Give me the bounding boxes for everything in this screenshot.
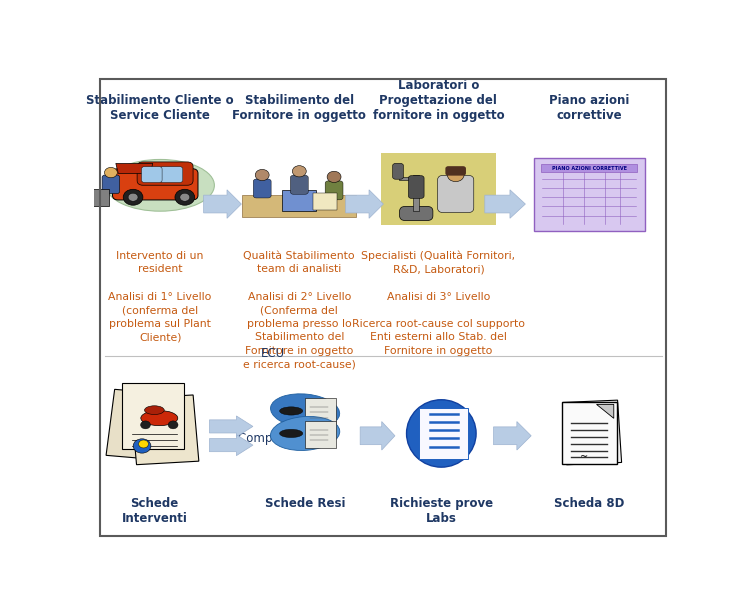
- Circle shape: [175, 189, 194, 206]
- Text: PIANO AZIONI CORRETTIVE: PIANO AZIONI CORRETTIVE: [551, 165, 627, 171]
- FancyBboxPatch shape: [83, 189, 109, 206]
- Text: problema sul Plant: problema sul Plant: [109, 319, 211, 329]
- Circle shape: [180, 193, 190, 201]
- FancyBboxPatch shape: [325, 181, 343, 200]
- Text: Fornitore in oggetto: Fornitore in oggetto: [245, 346, 354, 356]
- Text: problema presso lo: problema presso lo: [247, 319, 352, 329]
- Circle shape: [292, 165, 306, 177]
- Ellipse shape: [271, 416, 340, 451]
- Text: (Conferma del: (Conferma del: [260, 305, 338, 315]
- FancyArrow shape: [361, 421, 395, 450]
- Ellipse shape: [280, 429, 303, 438]
- FancyBboxPatch shape: [541, 164, 637, 171]
- FancyArrow shape: [203, 190, 242, 218]
- Ellipse shape: [271, 394, 340, 428]
- Ellipse shape: [280, 407, 303, 415]
- FancyBboxPatch shape: [408, 176, 424, 198]
- Circle shape: [255, 170, 269, 181]
- FancyBboxPatch shape: [399, 177, 416, 180]
- Circle shape: [327, 171, 341, 182]
- FancyArrow shape: [346, 190, 383, 218]
- FancyBboxPatch shape: [106, 389, 177, 461]
- Text: Laboratori o
Progettazione del
fornitore in oggetto: Laboratori o Progettazione del fornitore…: [373, 79, 504, 122]
- Circle shape: [138, 440, 148, 448]
- Text: Cliente): Cliente): [139, 333, 182, 342]
- FancyBboxPatch shape: [304, 398, 336, 426]
- FancyArrow shape: [485, 190, 525, 218]
- Text: (conferma del: (conferma del: [122, 305, 198, 315]
- Text: R&D, Laboratori): R&D, Laboratori): [393, 264, 484, 274]
- Circle shape: [447, 168, 464, 182]
- FancyBboxPatch shape: [438, 175, 473, 213]
- Text: Piano azioni
correttive: Piano azioni correttive: [549, 94, 629, 122]
- Text: e ricerca root-cause): e ricerca root-cause): [243, 359, 356, 370]
- Text: Specialisti (Qualità Fornitori,: Specialisti (Qualità Fornitori,: [361, 251, 515, 261]
- Circle shape: [123, 189, 143, 206]
- Ellipse shape: [106, 159, 215, 211]
- Text: Stabilimento Cliente o
Service Cliente: Stabilimento Cliente o Service Cliente: [86, 94, 234, 122]
- Text: resident: resident: [138, 264, 183, 274]
- FancyBboxPatch shape: [534, 159, 645, 231]
- FancyBboxPatch shape: [160, 167, 183, 182]
- Text: ~: ~: [580, 452, 588, 461]
- Text: Schede
Interventi: Schede Interventi: [121, 497, 187, 525]
- FancyBboxPatch shape: [445, 166, 466, 176]
- Text: Fornitore in oggetto: Fornitore in oggetto: [384, 346, 493, 356]
- Text: Intervento di un: Intervento di un: [117, 251, 204, 261]
- FancyArrow shape: [209, 416, 253, 437]
- Text: Ricerca root-cause col supporto: Ricerca root-cause col supporto: [352, 319, 525, 329]
- Text: team di analisti: team di analisti: [257, 264, 341, 274]
- Text: Comp. Fisici: Comp. Fisici: [238, 432, 308, 444]
- FancyBboxPatch shape: [414, 175, 419, 211]
- Text: Stabilimento del: Stabilimento del: [254, 333, 344, 342]
- FancyBboxPatch shape: [381, 153, 496, 224]
- FancyBboxPatch shape: [290, 175, 308, 194]
- FancyBboxPatch shape: [254, 179, 271, 198]
- Text: Stabilimento del
Fornitore in oggetto: Stabilimento del Fornitore in oggetto: [233, 94, 367, 122]
- FancyBboxPatch shape: [141, 167, 162, 182]
- FancyBboxPatch shape: [399, 206, 433, 221]
- Text: Richieste prove
Labs: Richieste prove Labs: [390, 497, 493, 525]
- Polygon shape: [597, 404, 614, 418]
- Polygon shape: [116, 164, 153, 173]
- FancyArrow shape: [209, 435, 253, 455]
- FancyBboxPatch shape: [420, 408, 468, 458]
- Text: Analisi di 1° Livello: Analisi di 1° Livello: [108, 292, 212, 302]
- Text: Schede Resi: Schede Resi: [265, 497, 346, 510]
- FancyBboxPatch shape: [102, 175, 120, 193]
- FancyBboxPatch shape: [283, 190, 316, 211]
- Ellipse shape: [144, 406, 165, 415]
- FancyBboxPatch shape: [112, 168, 198, 200]
- Text: Scheda 8D: Scheda 8D: [554, 497, 625, 510]
- Circle shape: [133, 439, 151, 453]
- FancyBboxPatch shape: [131, 395, 199, 465]
- Circle shape: [105, 167, 117, 178]
- Ellipse shape: [141, 410, 178, 426]
- FancyBboxPatch shape: [304, 421, 336, 447]
- FancyBboxPatch shape: [137, 162, 193, 185]
- Text: ECU: ECU: [261, 347, 285, 361]
- Text: Enti esterni allo Stab. del: Enti esterni allo Stab. del: [370, 333, 507, 342]
- Circle shape: [128, 193, 138, 201]
- FancyBboxPatch shape: [562, 400, 622, 465]
- Text: Analisi di 3° Livello: Analisi di 3° Livello: [387, 292, 490, 302]
- Circle shape: [168, 421, 178, 429]
- FancyBboxPatch shape: [393, 164, 403, 179]
- FancyBboxPatch shape: [562, 402, 616, 465]
- Text: Qualità Stabilimento: Qualità Stabilimento: [244, 251, 355, 261]
- Text: Analisi di 2° Livello: Analisi di 2° Livello: [248, 292, 351, 302]
- FancyBboxPatch shape: [242, 195, 356, 217]
- FancyArrow shape: [494, 421, 531, 450]
- Circle shape: [141, 421, 150, 429]
- FancyBboxPatch shape: [122, 382, 184, 449]
- FancyBboxPatch shape: [313, 193, 337, 210]
- Ellipse shape: [407, 399, 476, 467]
